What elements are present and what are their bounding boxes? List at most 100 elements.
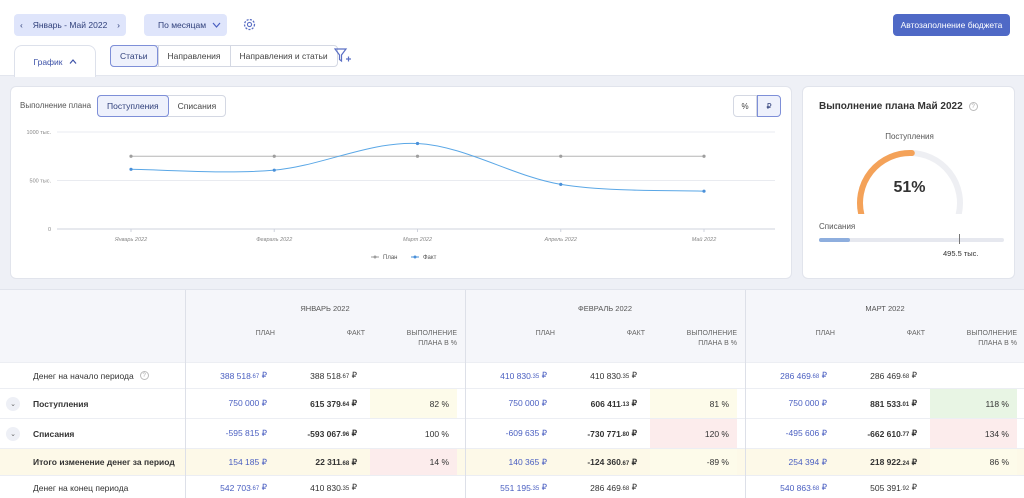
cell-value: 286 469 xyxy=(590,482,621,493)
cell-value: -609 635 ₽ xyxy=(505,428,547,438)
data-point[interactable] xyxy=(129,154,133,158)
help-icon[interactable]: ? xyxy=(139,371,149,380)
unit-toggle: % ₽ xyxy=(733,95,781,117)
data-point[interactable] xyxy=(129,167,133,171)
toggle-expense[interactable]: Списания xyxy=(177,101,217,111)
table-cell-plan[interactable]: 551 195.35 ₽ xyxy=(465,476,555,498)
period-label: По месяцам xyxy=(158,20,207,30)
table-cell-plan[interactable]: 254 394 ₽ xyxy=(745,449,835,475)
cell-value: 286 469 xyxy=(780,370,811,381)
data-point[interactable] xyxy=(559,154,563,158)
table-cell-plan[interactable]: 154 185 ₽ xyxy=(185,449,275,475)
y-tick-label: 0 xyxy=(48,227,51,233)
data-point[interactable] xyxy=(702,154,706,158)
unit-percent[interactable]: % xyxy=(733,95,757,117)
table-cell-fact: 22 311.68 ₽ xyxy=(275,449,365,475)
col-plan-header: ПЛАН xyxy=(535,330,555,337)
row-label-wrap: Поступления xyxy=(33,389,89,418)
table-cell-plan[interactable]: 388 518.67 ₽ xyxy=(185,363,275,388)
table-cell-plan[interactable]: 750 000 ₽ xyxy=(745,389,835,418)
gear-icon[interactable] xyxy=(242,17,257,32)
help-icon[interactable]: ? xyxy=(968,102,978,111)
col-fact-header: ФАКТ xyxy=(906,330,925,337)
table-cell-pct xyxy=(370,476,457,498)
row-label: Денег на конец периода xyxy=(33,482,129,493)
filter-add-icon[interactable] xyxy=(334,48,352,64)
table-cell-plan[interactable]: 750 000 ₽ xyxy=(465,389,555,418)
column-divider xyxy=(465,290,466,498)
table-header-bg xyxy=(0,290,1024,362)
expense-label: Списания xyxy=(819,222,856,231)
chart-type-toggle: Поступления Списания xyxy=(97,95,227,117)
data-point[interactable] xyxy=(559,182,563,186)
toggle-income[interactable]: Поступления xyxy=(97,95,169,117)
table-cell-plan[interactable]: 286 469.68 ₽ xyxy=(745,363,835,388)
date-range-picker[interactable]: ‹ Январь - Май 2022 › xyxy=(14,14,126,36)
cell-fraction: .67 ₽ xyxy=(340,370,357,380)
unit-ruble[interactable]: ₽ xyxy=(757,95,781,117)
row-label-wrap: Денег на начало периода? xyxy=(33,363,149,388)
col-pct-header: ВЫПОЛНЕНИЕ ПЛАНА В % xyxy=(686,330,737,347)
period-select[interactable]: По месяцам xyxy=(144,14,227,36)
cell-value: 81 % xyxy=(709,398,729,409)
data-point[interactable] xyxy=(415,154,420,158)
cell-fraction: .80 ₽ xyxy=(620,428,637,438)
cell-fraction: .35 ₽ xyxy=(530,482,547,492)
cell-fraction: .96 ₽ xyxy=(340,428,357,438)
expand-chevron-icon[interactable]: ⌄ xyxy=(6,427,20,441)
table-cell-pct: 118 % xyxy=(930,389,1017,418)
cell-value: 100 % xyxy=(424,428,449,439)
autofill-budget-button[interactable]: Автозаполнение бюджета xyxy=(893,14,1010,36)
cell-fraction: .68 ₽ xyxy=(810,482,827,492)
cell-fraction: .77 ₽ xyxy=(900,428,917,438)
table-cell-plan[interactable]: -609 635 ₽ xyxy=(465,419,555,448)
tab-articles[interactable]: Статьи xyxy=(110,45,158,67)
chevron-left-icon[interactable]: ‹ xyxy=(20,20,23,30)
plan-card: Выполнение плана Май 2022 ? Поступления … xyxy=(802,86,1015,279)
table-row: ⌄ Списания -595 815 ₽ -593 067.96 ₽ 100 % -60… xyxy=(0,418,1024,448)
col-pct-header: ВЫПОЛНЕНИЕ ПЛАНА В % xyxy=(966,330,1017,347)
cell-fraction: .68 ₽ xyxy=(620,482,637,492)
table-cell-pct xyxy=(650,363,737,388)
cell-value: 154 185 ₽ xyxy=(228,456,268,467)
tab-directions-articles[interactable]: Направления и статьи xyxy=(229,46,337,66)
tab-directions[interactable]: Направления xyxy=(157,46,230,66)
table-cell-pct xyxy=(930,363,1017,388)
cell-fraction: .68 ₽ xyxy=(900,370,917,380)
cell-value: 540 863 xyxy=(780,482,811,493)
table-cell-plan[interactable]: 542 703.67 ₽ xyxy=(185,476,275,498)
table-cell-plan[interactable]: 540 863.68 ₽ xyxy=(745,476,835,498)
cell-fraction: .68 ₽ xyxy=(340,456,357,467)
table-cell-plan[interactable]: -495 606 ₽ xyxy=(745,419,835,448)
table-cell-fact: -730 771.80 ₽ xyxy=(555,419,645,448)
data-point[interactable] xyxy=(272,154,276,158)
table-cell-plan[interactable]: 140 365 ₽ xyxy=(465,449,555,475)
table-cell-pct xyxy=(930,476,1017,498)
col-plan-header: ПЛАН xyxy=(815,330,835,337)
cell-fraction: .35 ₽ xyxy=(340,482,357,492)
chevron-right-icon[interactable]: › xyxy=(117,20,120,30)
expand-chevron-icon[interactable]: ⌄ xyxy=(6,397,20,411)
table-cell-plan[interactable]: 410 830.35 ₽ xyxy=(465,363,555,388)
gauge-fill xyxy=(857,150,915,214)
cell-value: 134 % xyxy=(984,428,1009,439)
table-cell-fact: 286 469.68 ₽ xyxy=(555,476,645,498)
income-gauge xyxy=(857,150,963,214)
table-cell-fact: 615 379.64 ₽ xyxy=(275,389,365,418)
data-point[interactable] xyxy=(415,141,420,146)
cell-fraction: .24 ₽ xyxy=(900,456,917,467)
x-tick-label: Февраль 2022 xyxy=(256,237,292,243)
tab-chart[interactable]: График xyxy=(14,45,96,77)
cell-value: 388 518 xyxy=(310,370,341,381)
cell-value: 615 379 xyxy=(310,398,341,409)
cell-value: -595 815 ₽ xyxy=(225,428,267,438)
table-cell-plan[interactable]: 750 000 ₽ xyxy=(185,389,275,418)
data-point[interactable] xyxy=(702,189,706,193)
table-cell-fact: 218 922.24 ₽ xyxy=(835,449,925,475)
cell-fraction: .01 ₽ xyxy=(900,398,917,408)
table-cell-plan[interactable]: -595 815 ₽ xyxy=(185,419,275,448)
cell-value: 286 469 xyxy=(870,370,901,381)
data-point[interactable] xyxy=(272,168,276,172)
series-line-fact xyxy=(130,142,705,192)
cell-value: -593 067 xyxy=(307,428,341,439)
